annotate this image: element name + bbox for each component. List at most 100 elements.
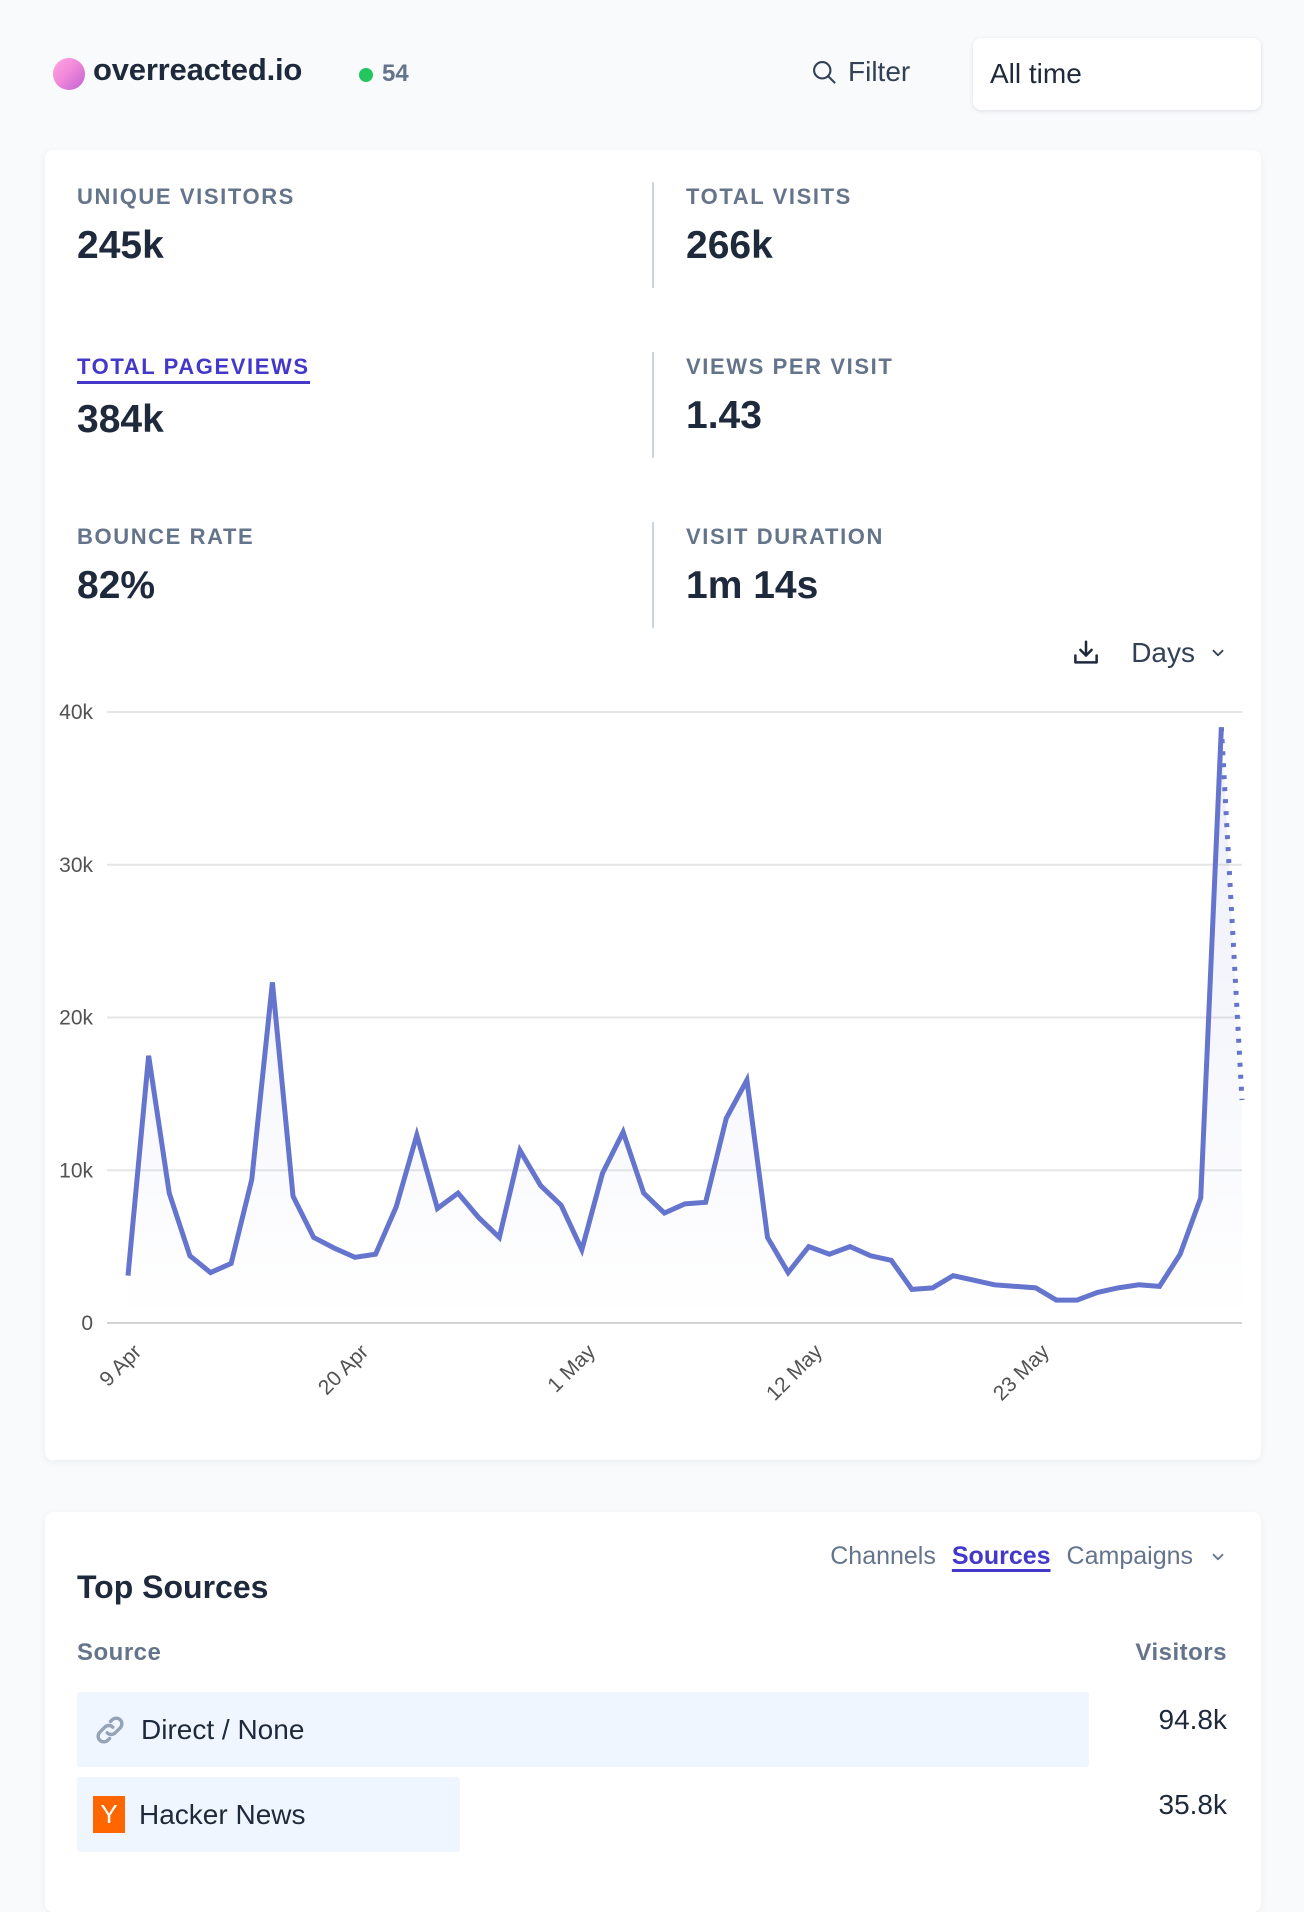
- data-point[interactable]: [517, 1147, 523, 1153]
- data-point[interactable]: [1033, 1285, 1039, 1291]
- column-header-visitors[interactable]: Visitors: [1135, 1639, 1227, 1666]
- data-point[interactable]: [393, 1204, 399, 1210]
- column-header-source: Source: [77, 1639, 162, 1666]
- data-point[interactable]: [1218, 724, 1224, 730]
- stat-value: 1m 14s: [686, 564, 819, 607]
- data-point[interactable]: [599, 1170, 605, 1176]
- stat-bounce-rate[interactable]: BOUNCE RATE 82%: [77, 524, 254, 608]
- data-point[interactable]: [208, 1270, 214, 1276]
- stat-label: VIEWS PER VISIT: [686, 354, 894, 379]
- time-range-picker[interactable]: All time: [973, 38, 1261, 110]
- data-point[interactable]: [930, 1285, 936, 1291]
- filter-button[interactable]: Filter: [810, 56, 910, 88]
- data-point[interactable]: [1156, 1283, 1162, 1289]
- data-point[interactable]: [1115, 1285, 1121, 1291]
- data-point[interactable]: [1177, 1251, 1183, 1257]
- data-point[interactable]: [455, 1190, 461, 1196]
- data-point[interactable]: [228, 1260, 234, 1266]
- interval-select[interactable]: Days: [1131, 637, 1227, 669]
- data-point[interactable]: [249, 1176, 255, 1182]
- data-point[interactable]: [373, 1251, 379, 1257]
- stat-views-per-visit[interactable]: VIEWS PER VISIT 1.43: [686, 354, 893, 438]
- data-point[interactable]: [744, 1077, 750, 1083]
- main-graph-card: UNIQUE VISITORS 245k TOTAL VISITS 266k T…: [45, 150, 1261, 1460]
- stat-total-visits[interactable]: TOTAL VISITS 266k: [686, 184, 852, 268]
- data-point[interactable]: [558, 1202, 564, 1208]
- hacker-news-icon: Y: [93, 1796, 125, 1833]
- data-point[interactable]: [311, 1234, 317, 1240]
- data-point[interactable]: [1136, 1282, 1142, 1288]
- data-point[interactable]: [703, 1199, 709, 1205]
- data-point[interactable]: [723, 1115, 729, 1121]
- data-point[interactable]: [868, 1253, 874, 1259]
- data-point[interactable]: [847, 1244, 853, 1250]
- download-icon[interactable]: [1071, 638, 1101, 668]
- stat-total-pageviews[interactable]: TOTAL PAGEVIEWS 384k: [77, 354, 310, 442]
- data-point[interactable]: [331, 1245, 337, 1251]
- data-point[interactable]: [1095, 1289, 1101, 1295]
- pageviews-line-chart[interactable]: 0 10k 20k 30k 40k 9 Apr 20 Apr 1 May 12 May 23 M…: [45, 150, 1261, 1460]
- stat-value: 245k: [77, 224, 164, 267]
- chart-controls: Days: [1071, 637, 1227, 669]
- filter-label: Filter: [848, 56, 911, 87]
- list-item[interactable]: Y Hacker News 35.8k: [77, 1777, 1227, 1852]
- series-line: [125, 727, 1224, 1303]
- data-point[interactable]: [785, 1270, 791, 1276]
- data-point[interactable]: [434, 1205, 440, 1211]
- data-point[interactable]: [661, 1210, 667, 1216]
- stat-label: UNIQUE VISITORS: [77, 184, 295, 209]
- data-point[interactable]: [352, 1254, 358, 1260]
- stat-visit-duration[interactable]: VISIT DURATION 1m 14s: [686, 524, 884, 608]
- chevron-down-icon[interactable]: [1209, 1548, 1227, 1566]
- chart-area-fill: [128, 727, 1242, 1323]
- time-range-value: All time: [990, 58, 1082, 89]
- data-point[interactable]: [579, 1247, 585, 1253]
- x-tick-label: 23 May: [989, 1340, 1054, 1405]
- data-point[interactable]: [538, 1183, 544, 1189]
- sources-tabs: Channels Sources Campaigns: [830, 1542, 1227, 1571]
- data-point[interactable]: [1198, 1195, 1204, 1201]
- tab-campaigns[interactable]: Campaigns: [1066, 1542, 1193, 1570]
- data-point[interactable]: [620, 1129, 626, 1135]
- chevron-down-icon: [1212, 649, 1224, 657]
- y-tick-label: 30k: [59, 854, 93, 877]
- data-point[interactable]: [806, 1244, 812, 1250]
- y-tick-label: 10k: [59, 1159, 93, 1182]
- source-name[interactable]: Direct / None: [141, 1713, 305, 1745]
- tab-channels[interactable]: Channels: [830, 1542, 936, 1570]
- data-point[interactable]: [765, 1234, 771, 1240]
- data-point[interactable]: [496, 1234, 502, 1240]
- tab-sources[interactable]: Sources: [951, 1542, 1051, 1570]
- data-point[interactable]: [125, 1273, 131, 1279]
- data-point[interactable]: [950, 1273, 956, 1279]
- data-point[interactable]: [909, 1286, 915, 1292]
- data-point[interactable]: [290, 1193, 296, 1199]
- data-point[interactable]: [1053, 1297, 1059, 1303]
- data-point[interactable]: [641, 1190, 647, 1196]
- data-point[interactable]: [414, 1132, 420, 1138]
- stat-unique-visitors[interactable]: UNIQUE VISITORS 245k: [77, 184, 295, 268]
- source-name[interactable]: Hacker News: [139, 1798, 306, 1830]
- search-icon: [813, 61, 836, 84]
- site-favicon: [53, 58, 85, 90]
- stat-label: TOTAL VISITS: [686, 184, 852, 209]
- data-point[interactable]: [991, 1282, 997, 1288]
- data-point[interactable]: [1012, 1283, 1018, 1289]
- data-point[interactable]: [187, 1253, 193, 1259]
- data-point[interactable]: [146, 1053, 152, 1059]
- data-point[interactable]: [269, 979, 275, 985]
- data-point[interactable]: [1239, 1097, 1245, 1103]
- data-point[interactable]: [682, 1201, 688, 1207]
- data-point[interactable]: [166, 1190, 172, 1196]
- data-point[interactable]: [1074, 1297, 1080, 1303]
- top-sources-title: Top Sources: [77, 1569, 269, 1605]
- stat-divider: [652, 352, 654, 458]
- data-point[interactable]: [476, 1215, 482, 1221]
- link-icon: [96, 1715, 124, 1744]
- site-name[interactable]: overreacted.io: [93, 52, 303, 87]
- data-point[interactable]: [971, 1277, 977, 1283]
- current-visitors-count[interactable]: 54: [382, 60, 409, 87]
- list-item[interactable]: Direct / None 94.8k: [77, 1692, 1227, 1767]
- data-point[interactable]: [826, 1251, 832, 1257]
- data-point[interactable]: [888, 1257, 894, 1263]
